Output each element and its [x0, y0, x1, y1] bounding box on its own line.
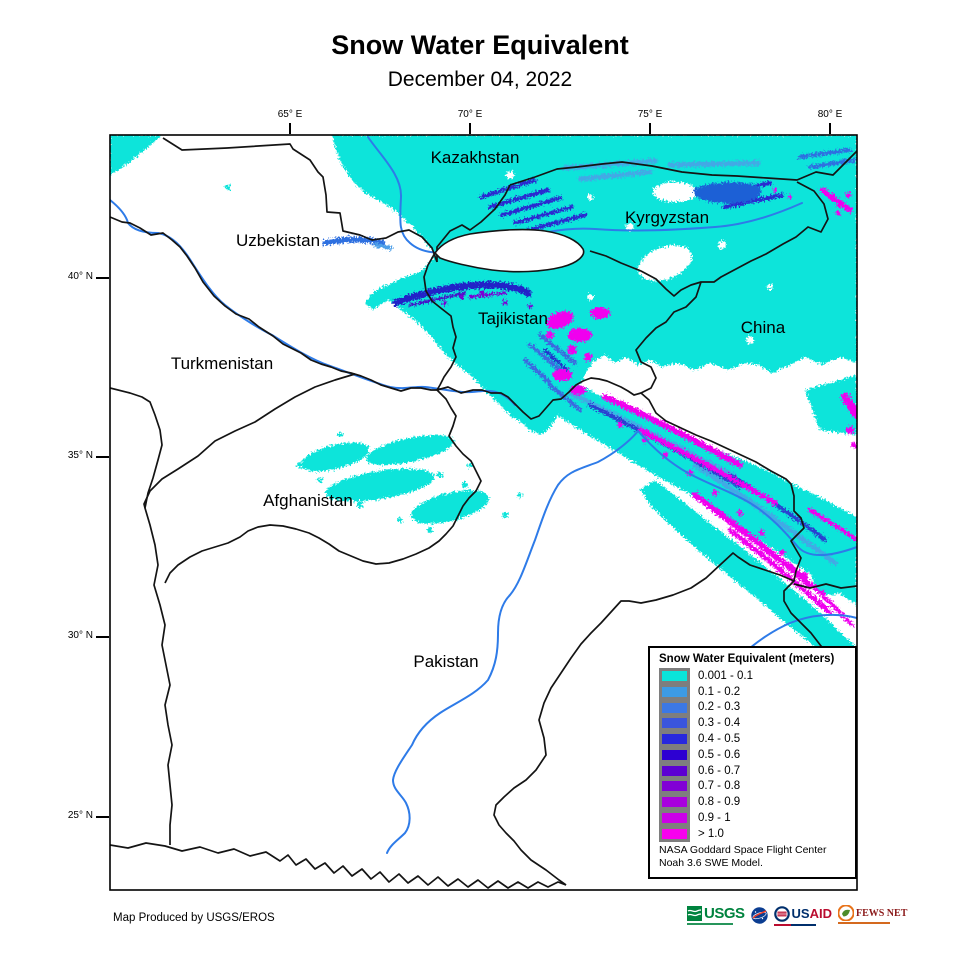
usaid-logo-text-us: US	[791, 906, 810, 921]
label-turkmenistan: Turkmenistan	[171, 354, 273, 373]
usgs-tagline-bar	[687, 923, 733, 925]
snow-layer	[110, 135, 857, 735]
legend-swatch	[659, 683, 690, 700]
legend-source-line1: NASA Goddard Space Flight Center	[659, 843, 827, 856]
label-china: China	[741, 318, 786, 337]
nasa-meatball-icon	[750, 907, 768, 924]
legend-row: 0.7 - 0.8	[659, 778, 848, 795]
label-kazakhstan: Kazakhstan	[431, 148, 520, 167]
label-tajikistan: Tajikistan	[478, 309, 548, 328]
legend-row: 0.4 - 0.5	[659, 731, 848, 748]
map-frame	[109, 134, 858, 891]
fews-globe-icon	[837, 905, 854, 921]
lon-label-75e: 75° E	[637, 109, 663, 120]
fews-net-logo-text: FEWS NET	[855, 907, 908, 919]
legend: Snow Water Equivalent (meters) 0.001 - 0…	[648, 646, 857, 879]
legend-swatch	[659, 667, 690, 684]
usgs-logo: USGS	[687, 905, 745, 925]
usgs-wave-icon	[687, 906, 702, 921]
legend-row: 0.001 - 0.1	[659, 667, 848, 684]
legend-swatch	[659, 810, 690, 827]
lat-label-25n: 25° N	[67, 810, 93, 821]
axis-ticks	[96, 123, 831, 818]
legend-source-line2: Noah 3.6 SWE Model.	[659, 856, 763, 869]
legend-title: Snow Water Equivalent (meters)	[659, 653, 835, 665]
river-indus	[386, 429, 857, 854]
map-credit: Map Produced by USGS/EROS	[113, 912, 275, 924]
lat-label-30n: 30° N	[67, 630, 93, 641]
usaid-seal-icon	[773, 906, 790, 922]
lon-label-80e: 80° E	[817, 109, 843, 120]
legend-row: 0.2 - 0.3	[659, 699, 848, 716]
fergana-valley	[434, 228, 585, 273]
legend-source: NASA Goddard Space Flight Center Noah 3.…	[659, 844, 848, 870]
legend-swatch	[659, 731, 690, 748]
lat-label-40n: 40° N	[67, 271, 93, 282]
legend-row: 0.3 - 0.4	[659, 715, 848, 732]
legend-swatch	[659, 762, 690, 779]
lat-label-35n: 35° N	[67, 450, 93, 461]
legend-swatch	[659, 825, 690, 842]
legend-swatch	[659, 699, 690, 716]
legend-swatch	[659, 794, 690, 811]
legend-row: 0.6 - 0.7	[659, 762, 848, 779]
country-labels: Kazakhstan Uzbekistan Kyrgyzstan Tajikis…	[171, 148, 786, 671]
label-kyrgyzstan: Kyrgyzstan	[625, 208, 709, 227]
fews-net-logo: FEWS NET	[837, 905, 908, 924]
borders-layer	[110, 137, 857, 889]
legend-swatch	[659, 746, 690, 763]
legend-row: 0.9 - 1	[659, 810, 848, 827]
usaid-logo: USAID	[773, 905, 832, 926]
usaid-logo-text-aid: AID	[809, 906, 832, 921]
fews-tagline-bar	[837, 922, 890, 924]
map-date: December 04, 2022	[387, 68, 573, 91]
label-afghanistan: Afghanistan	[263, 491, 353, 510]
legend-row: 0.5 - 0.6	[659, 746, 848, 763]
lon-label-70e: 70° E	[457, 109, 483, 120]
map-title: Snow Water Equivalent	[331, 30, 629, 60]
legend-swatch	[659, 778, 690, 795]
legend-row: 0.1 - 0.2	[659, 683, 848, 700]
river-sutlej	[741, 613, 857, 656]
legend-row: 0.8 - 0.9	[659, 794, 848, 811]
label-uzbekistan: Uzbekistan	[236, 231, 320, 250]
lon-label-65e: 65° E	[277, 109, 303, 120]
river-syr-darya	[367, 136, 463, 254]
legend-swatch	[659, 715, 690, 732]
agency-logos: USGS USAID	[687, 905, 907, 933]
usaid-tagline-bar	[773, 924, 816, 926]
label-pakistan: Pakistan	[413, 652, 478, 671]
usgs-logo-text: USGS	[704, 905, 745, 922]
legend-row: > 1.0	[659, 825, 848, 842]
